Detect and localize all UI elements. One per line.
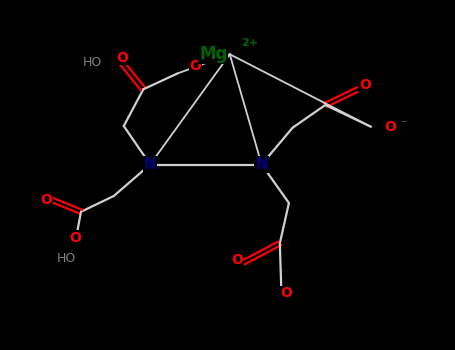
Text: HO: HO: [83, 56, 102, 70]
Text: O: O: [232, 253, 243, 267]
Text: Mg: Mg: [199, 45, 228, 63]
Text: O: O: [190, 60, 202, 74]
Text: O: O: [116, 51, 128, 65]
Text: O: O: [69, 231, 81, 245]
Text: 2+: 2+: [241, 38, 258, 48]
Text: ⁻: ⁻: [400, 118, 407, 132]
Text: O: O: [384, 120, 396, 134]
Text: N: N: [144, 157, 157, 172]
Text: O: O: [40, 193, 52, 206]
Text: HO: HO: [57, 252, 76, 266]
Text: O: O: [280, 286, 292, 300]
Text: O: O: [359, 78, 371, 92]
Text: N: N: [255, 157, 268, 172]
